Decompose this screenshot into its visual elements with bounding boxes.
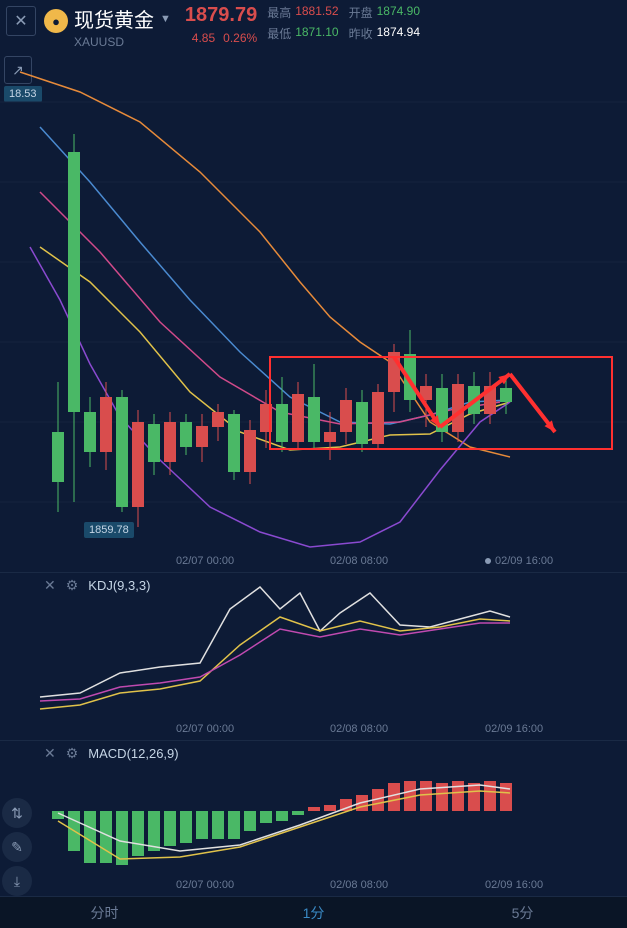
symbol-icon: ● bbox=[44, 9, 68, 33]
tool-button-2[interactable]: ✎ bbox=[2, 832, 32, 862]
open-value: 1874.90 bbox=[377, 4, 420, 21]
x-axis-label: 02/08 08:00 bbox=[330, 879, 388, 891]
tool-buttons: ⇅ ✎ ⤓ bbox=[2, 798, 32, 896]
x-axis-label: 02/09 16:00 bbox=[485, 723, 543, 735]
symbol-name[interactable]: 现货黄金 bbox=[74, 4, 154, 33]
change-abs: 4.85 bbox=[192, 31, 215, 45]
close-button[interactable]: ✕ bbox=[6, 6, 36, 36]
symbol-code: XAUUSD bbox=[74, 35, 171, 49]
x-axis-label: 02/08 08:00 bbox=[330, 555, 388, 567]
x-axis-label: 02/07 00:00 bbox=[176, 555, 234, 567]
chart-header: ✕ ● 现货黄金 ▼ XAUUSD 1879.79 4.85 0.26% 最高 … bbox=[0, 0, 627, 52]
low-value: 1871.10 bbox=[295, 25, 338, 42]
open-label: 开盘 bbox=[349, 4, 373, 21]
x-axis-label: 02/09 16:00 bbox=[485, 879, 543, 891]
x-axis-label: 02/07 00:00 bbox=[176, 879, 234, 891]
prev-value: 1874.94 bbox=[377, 25, 420, 42]
timeframe-bar: 分时 1分 5分 bbox=[0, 896, 627, 928]
tool-button-1[interactable]: ⇅ bbox=[2, 798, 32, 828]
low-label: 最低 bbox=[267, 25, 291, 42]
macd-panel[interactable]: ✕ ⚙ MACD(12,26,9) 02/07 00:0002/08 08:00… bbox=[0, 740, 627, 896]
x-axis-label: 02/07 00:00 bbox=[176, 723, 234, 735]
timeframe-5m[interactable]: 5分 bbox=[418, 897, 627, 928]
high-label: 最高 bbox=[267, 4, 291, 21]
prev-label: 昨收 bbox=[349, 25, 373, 42]
last-price: 1879.79 bbox=[185, 4, 257, 27]
timeframe-1m[interactable]: 1分 bbox=[209, 897, 418, 928]
high-value: 1881.52 bbox=[295, 4, 338, 21]
x-axis-label: 02/09 16:00 bbox=[485, 555, 553, 567]
kdj-panel[interactable]: ✕ ⚙ KDJ(9,3,3) 02/07 00:0002/08 08:0002/… bbox=[0, 572, 627, 740]
timeframe-tick[interactable]: 分时 bbox=[0, 897, 209, 928]
main-candlestick-chart[interactable] bbox=[0, 52, 627, 572]
tool-button-3[interactable]: ⤓ bbox=[2, 866, 32, 896]
x-axis-label: 02/08 08:00 bbox=[330, 723, 388, 735]
dropdown-icon[interactable]: ▼ bbox=[160, 13, 171, 25]
change-pct: 0.26% bbox=[223, 31, 257, 45]
